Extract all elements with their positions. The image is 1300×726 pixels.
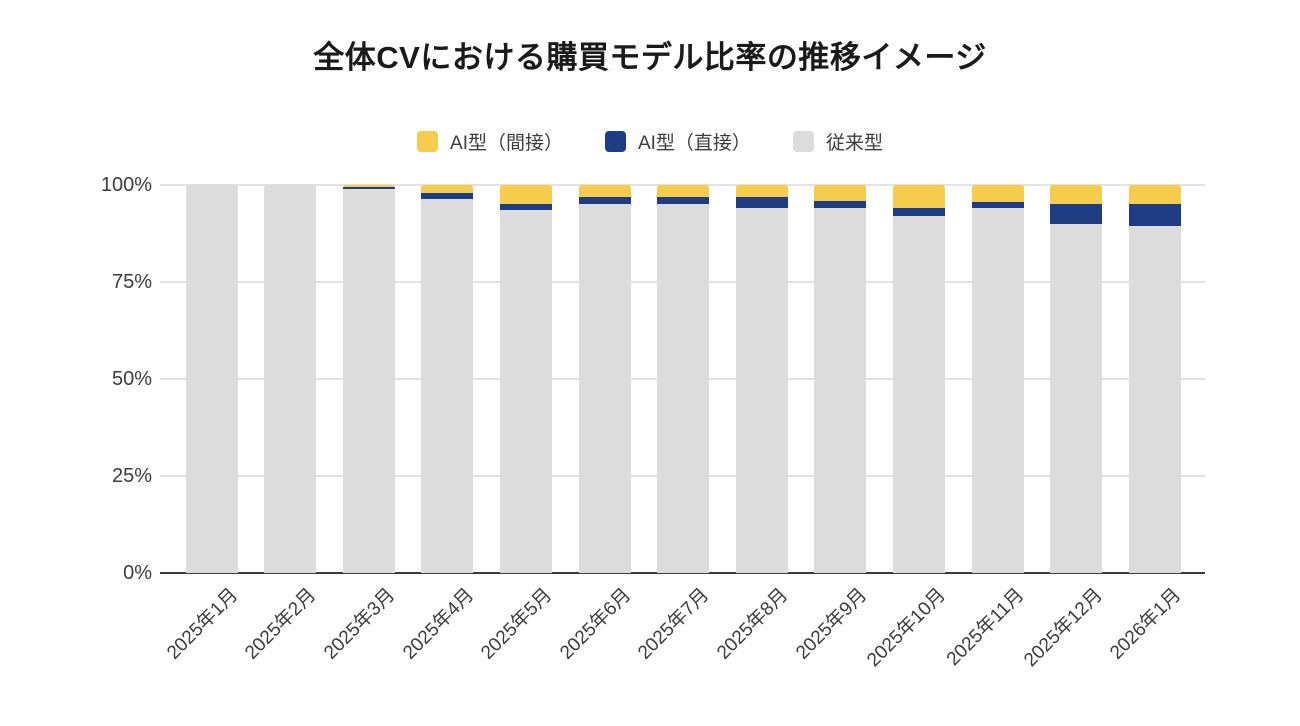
bar-column <box>735 185 788 573</box>
bar-segment <box>893 185 946 209</box>
bar-segment <box>657 185 710 197</box>
bar-segment <box>421 192 474 199</box>
bar-segment <box>421 198 474 573</box>
legend-item: AI型（直接） <box>604 128 751 155</box>
bar-segment <box>735 208 788 573</box>
legend-swatch-icon <box>604 131 626 152</box>
bar-segment <box>814 208 867 573</box>
bar-segment <box>1128 204 1181 226</box>
bar-segment <box>893 216 946 573</box>
legend-label: AI型（直接） <box>637 133 751 154</box>
bar-column <box>1050 185 1103 573</box>
bar-segment <box>971 208 1024 573</box>
bar-segment <box>1050 185 1103 205</box>
bar-segment <box>657 196 710 205</box>
x-axis-tick-label: 2025年8月 <box>713 584 793 664</box>
y-axis-tick-label: 0% <box>123 562 152 584</box>
bar-segment <box>342 188 395 573</box>
bar-segment <box>499 204 552 211</box>
x-axis-tick-label: 2025年11月 <box>942 584 1029 671</box>
legend-item: 従来型 <box>792 128 883 155</box>
gridline <box>160 184 1205 186</box>
x-axis-tick-label: 2025年1月 <box>162 584 242 664</box>
bar-column <box>971 185 1024 573</box>
bar-column <box>657 185 710 573</box>
bar-column <box>1128 185 1181 573</box>
bar-segment <box>814 200 867 209</box>
bar-segment <box>342 185 395 187</box>
x-axis-tick-label: 2025年4月 <box>398 584 478 664</box>
bar-column <box>499 185 552 573</box>
bar-column <box>185 185 238 573</box>
y-axis-tick-label: 50% <box>111 368 152 390</box>
x-axis-tick-label: 2025年5月 <box>477 584 557 664</box>
bar-segment <box>1050 223 1103 573</box>
bar-column <box>893 185 946 573</box>
x-axis-tick-label: 2025年12月 <box>1020 584 1107 672</box>
bar-segment <box>735 196 788 209</box>
bar-segment <box>735 185 788 197</box>
bar-column <box>578 185 631 573</box>
x-axis-tick-label: 2026年1月 <box>1106 584 1186 664</box>
legend: AI型（間接） AI型（直接） 従来型 <box>0 128 1300 155</box>
legend-swatch-icon <box>792 131 814 152</box>
legend-swatch-icon <box>417 131 439 152</box>
bar-segment <box>1128 185 1181 205</box>
bar-segment <box>578 185 631 197</box>
bar-segment <box>499 210 552 573</box>
x-axis-tick-label: 2025年2月 <box>241 584 321 664</box>
bar-segment <box>1050 204 1103 224</box>
bar-segment <box>421 185 474 193</box>
bar-segment <box>971 202 1024 209</box>
bar-segment <box>499 185 552 205</box>
bar-segment <box>185 185 238 573</box>
x-axis-baseline <box>160 572 1205 574</box>
y-axis-tick-label: 25% <box>111 465 152 487</box>
bar-segment <box>893 208 946 217</box>
x-axis-tick-label: 2025年3月 <box>320 584 400 664</box>
legend-label: 従来型 <box>825 133 883 154</box>
bar-column <box>421 185 474 573</box>
bar-segment <box>578 196 631 205</box>
bar-segment <box>1128 225 1181 573</box>
x-axis-tick-label: 2025年6月 <box>555 584 635 664</box>
bar-segment <box>657 204 710 573</box>
bar-segment <box>971 185 1024 203</box>
bar-column <box>814 185 867 573</box>
bar-column <box>342 185 395 573</box>
x-axis-tick-label: 2025年10月 <box>862 584 950 672</box>
bar-segment <box>578 204 631 573</box>
x-axis-tick-label: 2025年7月 <box>634 584 714 664</box>
y-axis-tick-label: 100% <box>100 174 152 196</box>
chart-title: 全体CVにおける購買モデル比率の推移イメージ <box>313 40 987 75</box>
bar-column <box>264 185 317 573</box>
legend-item: AI型（間接） <box>417 128 563 155</box>
legend-label: AI型（間接） <box>450 133 563 154</box>
bar-segment <box>342 186 395 189</box>
bar-segment <box>264 185 317 573</box>
bar-segment <box>814 185 867 201</box>
y-axis-tick-label: 75% <box>111 271 152 293</box>
